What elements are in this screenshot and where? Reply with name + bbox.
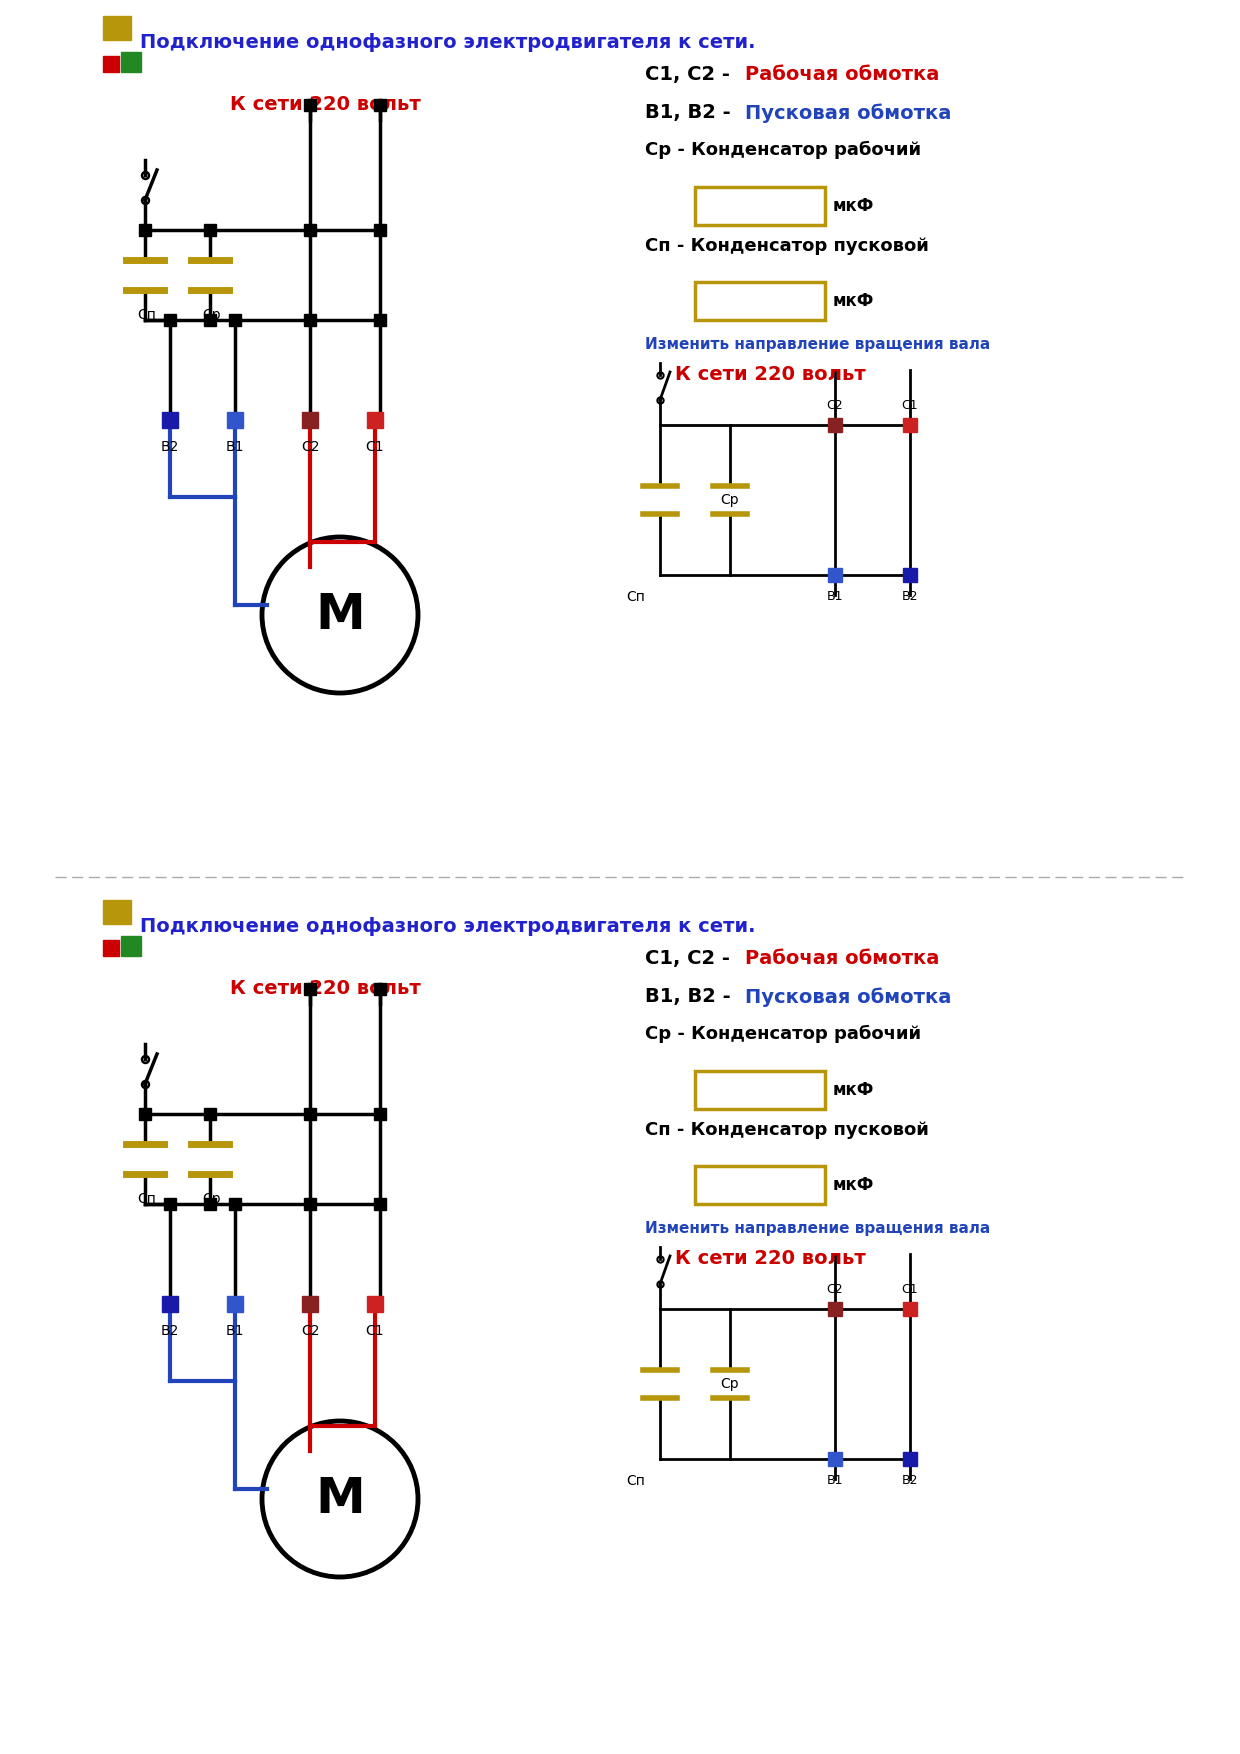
Bar	[122, 937, 141, 956]
Text: C1: C1	[901, 1282, 919, 1296]
Text: B2: B2	[901, 1473, 919, 1487]
Bar	[103, 16, 131, 40]
Bar	[903, 568, 918, 582]
Bar	[903, 1301, 918, 1316]
Text: Изменить направление вращения вала: Изменить направление вращения вала	[645, 337, 991, 353]
Text: Сп: Сп	[138, 1193, 156, 1207]
Bar	[367, 1296, 383, 1312]
Text: Изменить направление вращения вала: Изменить направление вращения вала	[645, 1221, 991, 1237]
Text: Сп: Сп	[626, 1473, 645, 1487]
Text: B1: B1	[226, 440, 244, 454]
Text: К сети 220 вольт: К сети 220 вольт	[229, 979, 420, 998]
Text: Рабочая обмотка: Рабочая обмотка	[745, 949, 940, 968]
Text: B2: B2	[161, 1324, 180, 1338]
Text: C1, C2 -: C1, C2 -	[645, 949, 737, 968]
Text: Рабочая обмотка: Рабочая обмотка	[745, 65, 940, 84]
Text: мкФ: мкФ	[833, 1175, 874, 1194]
Text: Ср: Ср	[202, 1193, 221, 1207]
Text: Сп: Сп	[626, 589, 645, 603]
Bar	[303, 412, 317, 428]
Text: C1, C2 -: C1, C2 -	[645, 65, 737, 84]
Text: C2: C2	[827, 1282, 843, 1296]
Text: C2: C2	[827, 398, 843, 412]
Text: C1: C1	[366, 1324, 384, 1338]
Text: B1: B1	[827, 589, 843, 603]
Text: К сети 220 вольт: К сети 220 вольт	[675, 1249, 866, 1268]
Text: Подключение однофазного электродвигателя к сети.: Подключение однофазного электродвигателя…	[140, 917, 755, 937]
Bar	[103, 900, 131, 924]
Text: B1: B1	[226, 1324, 244, 1338]
Bar	[227, 1296, 243, 1312]
Bar	[227, 412, 243, 428]
Text: C1: C1	[901, 398, 919, 412]
Bar	[103, 940, 119, 956]
Bar	[694, 188, 825, 225]
Text: К сети 220 вольт: К сети 220 вольт	[229, 95, 420, 114]
Text: мкФ: мкФ	[833, 291, 874, 310]
Text: Сп: Сп	[138, 309, 156, 323]
Text: C2: C2	[301, 440, 319, 454]
Text: Сп - Конденсатор пусковой: Сп - Конденсатор пусковой	[645, 237, 929, 254]
Text: B1, B2 -: B1, B2 -	[645, 988, 738, 1007]
Bar	[103, 56, 119, 72]
Text: C2: C2	[301, 1324, 319, 1338]
Text: Сп - Конденсатор пусковой: Сп - Конденсатор пусковой	[645, 1121, 929, 1138]
Bar	[694, 1072, 825, 1109]
Text: B2: B2	[901, 589, 919, 603]
Text: Ср - Конденсатор рабочий: Ср - Конденсатор рабочий	[645, 140, 921, 160]
Bar	[828, 417, 842, 431]
Text: К сети 220 вольт: К сети 220 вольт	[675, 365, 866, 384]
Bar	[903, 1452, 918, 1466]
Bar	[694, 282, 825, 319]
Text: B1: B1	[827, 1473, 843, 1487]
Text: Подключение однофазного электродвигателя к сети.: Подключение однофазного электродвигателя…	[140, 33, 755, 53]
Text: Пусковая обмотка: Пусковая обмотка	[745, 103, 951, 123]
Text: М: М	[315, 1475, 365, 1522]
Text: Пусковая обмотка: Пусковая обмотка	[745, 988, 951, 1007]
Bar	[303, 1296, 317, 1312]
Bar	[162, 412, 179, 428]
Bar	[162, 1296, 179, 1312]
Text: Ср: Ср	[720, 493, 739, 507]
Bar	[828, 568, 842, 582]
Bar	[122, 53, 141, 72]
Text: мкФ: мкФ	[833, 196, 874, 216]
Text: мкФ: мкФ	[833, 1080, 874, 1100]
Text: Ср: Ср	[202, 309, 221, 323]
Bar	[694, 1166, 825, 1203]
Text: Ср: Ср	[720, 1377, 739, 1391]
Text: Ср - Конденсатор рабочий: Ср - Конденсатор рабочий	[645, 1024, 921, 1044]
Bar	[828, 1452, 842, 1466]
Bar	[903, 417, 918, 431]
Bar	[828, 1301, 842, 1316]
Text: C1: C1	[366, 440, 384, 454]
Text: B2: B2	[161, 440, 180, 454]
Text: М: М	[315, 591, 365, 638]
Text: B1, B2 -: B1, B2 -	[645, 103, 738, 123]
Bar	[367, 412, 383, 428]
